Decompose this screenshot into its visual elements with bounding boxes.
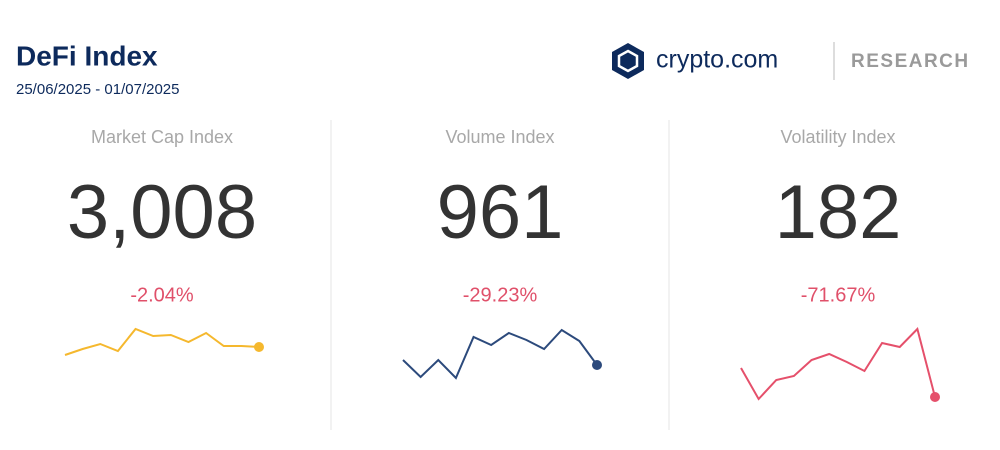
logo-inner xyxy=(617,49,639,73)
date-range: 25/06/2025 - 01/07/2025 xyxy=(16,81,179,98)
card-change: -71.67% xyxy=(801,284,876,306)
sparkline xyxy=(740,327,936,401)
sparkline xyxy=(402,328,598,380)
card-label: Volatility Index xyxy=(780,127,895,147)
section: RESEARCH xyxy=(851,51,970,72)
card-change: -29.23% xyxy=(463,284,538,306)
card-value: 3,008 xyxy=(67,170,257,255)
card-label: Volume Index xyxy=(445,127,554,147)
sparkline-end-dot xyxy=(254,342,264,352)
logo: crypto.com RESEARCH xyxy=(612,42,970,80)
card-value: 961 xyxy=(437,170,564,255)
logo-hexagon xyxy=(612,43,644,79)
card-change: -2.04% xyxy=(130,284,194,306)
brand: crypto.com xyxy=(656,46,778,74)
card-value: 182 xyxy=(775,170,902,255)
sparkline-end-dot xyxy=(930,392,940,402)
card-label: Market Cap Index xyxy=(91,127,233,147)
sparkline-end-dot xyxy=(592,360,602,370)
title: DeFi Index xyxy=(16,40,158,71)
sparkline xyxy=(64,327,260,356)
